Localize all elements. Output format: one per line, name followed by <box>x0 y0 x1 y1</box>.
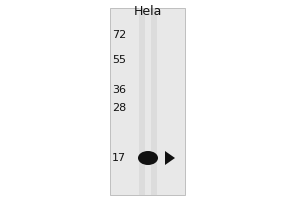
Text: 55: 55 <box>112 55 126 65</box>
Text: 28: 28 <box>112 103 126 113</box>
Text: 17: 17 <box>112 153 126 163</box>
Text: 36: 36 <box>112 85 126 95</box>
Text: Hela: Hela <box>134 5 162 18</box>
Ellipse shape <box>138 151 158 165</box>
Bar <box>139 8 157 195</box>
Bar <box>110 8 185 195</box>
Bar <box>145 8 151 195</box>
Text: 72: 72 <box>112 30 126 40</box>
Polygon shape <box>165 151 175 165</box>
